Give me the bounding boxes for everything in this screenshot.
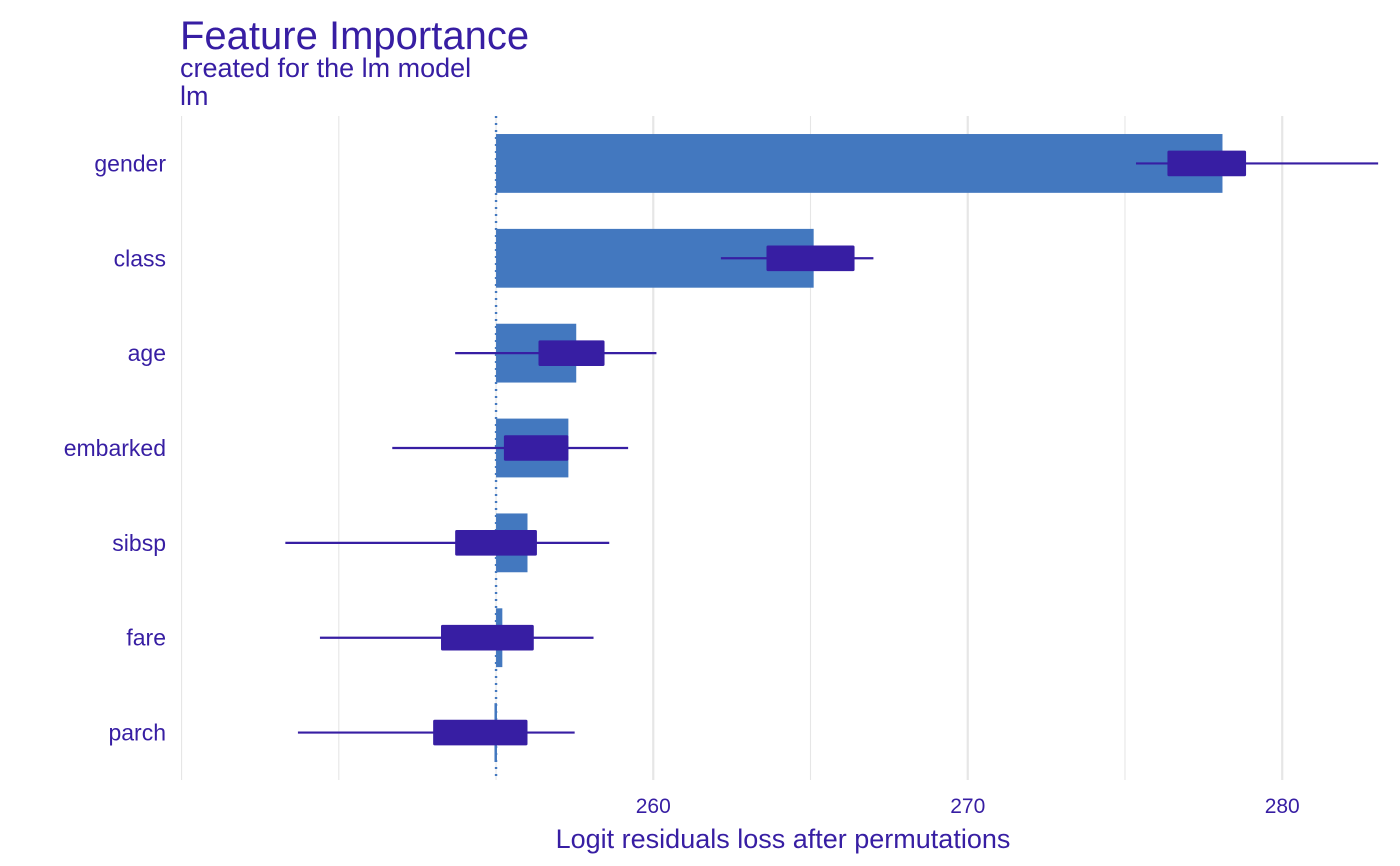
box-class xyxy=(766,245,855,272)
box-sibsp xyxy=(455,530,537,556)
category-label-sibsp: sibsp xyxy=(112,530,166,556)
x-tick-label-280: 280 xyxy=(1265,795,1300,818)
model-label: lm xyxy=(180,81,209,111)
x-axis-title: Logit residuals loss after permutations xyxy=(556,824,1011,854)
category-label-age: age xyxy=(128,340,166,366)
box-fare xyxy=(441,624,534,651)
chart-title: Feature Importance xyxy=(180,14,529,58)
box-gender xyxy=(1167,150,1247,177)
boxplots xyxy=(285,150,1379,746)
x-tick-label-270: 270 xyxy=(950,795,985,818)
box-age xyxy=(538,340,605,366)
box-embarked xyxy=(503,435,569,461)
x-tick-labels: 260 270 280 xyxy=(636,795,1300,818)
box-parch xyxy=(433,719,528,746)
category-label-class: class xyxy=(114,245,166,271)
category-labels: gender class age embarked sibsp fare parch xyxy=(64,150,167,745)
grid-lines xyxy=(181,116,1284,780)
bar-gender xyxy=(496,134,1223,193)
category-label-embarked: embarked xyxy=(64,435,166,461)
category-label-fare: fare xyxy=(126,625,166,651)
chart-subtitle: created for the lm model xyxy=(180,53,471,83)
category-label-gender: gender xyxy=(94,150,166,176)
category-label-parch: parch xyxy=(108,720,166,746)
x-tick-label-260: 260 xyxy=(636,795,671,818)
